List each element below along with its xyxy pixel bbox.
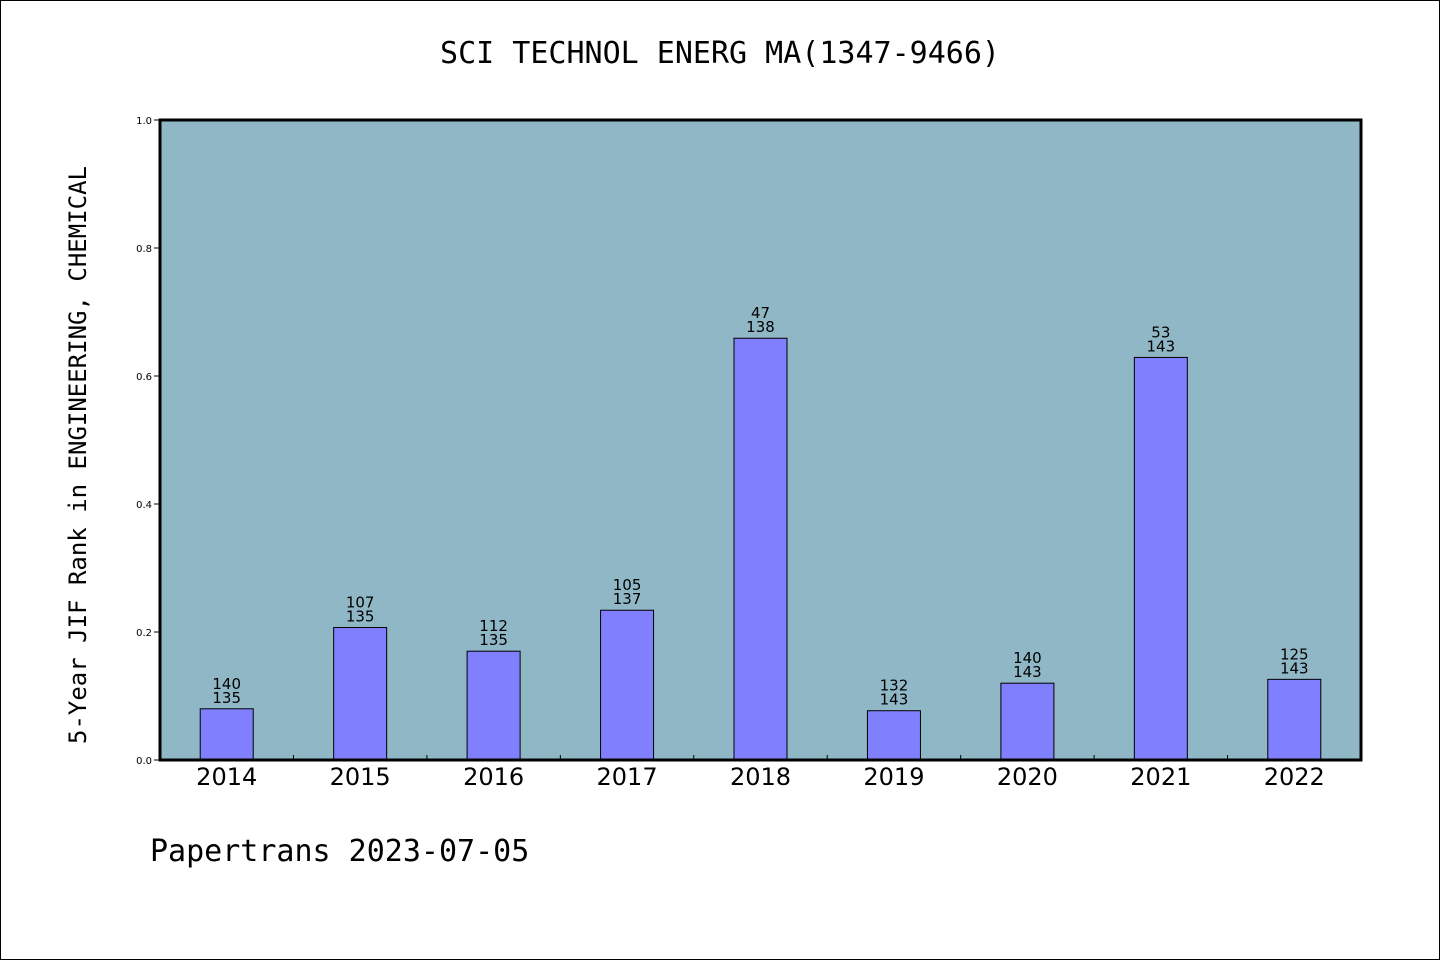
y-tick-label: 0.8 [136,244,152,255]
y-tick-label: 0.4 [136,500,152,511]
footer-credit: Papertrans 2023-07-05 [150,834,530,869]
x-tick-label: 2014 [196,763,257,791]
bar-label-bottom: 143 [880,691,909,709]
y-tick-label: 0.2 [136,628,152,639]
bar-2017 [600,609,655,761]
x-tick-label: 2019 [863,763,924,791]
y-tick-label: 1.0 [136,116,152,127]
bar-2015 [333,627,388,761]
y-tick-label: 0.0 [136,756,152,767]
bar-label-bottom: 143 [1013,663,1042,681]
bar-label-top: 47 [751,304,770,322]
x-tick-label: 2022 [1264,763,1325,791]
bar-label-bottom: 137 [613,590,642,608]
chart-title: SCI TECHNOL ENERG MA(1347-9466) [440,36,1000,71]
bar-2018 [733,337,788,761]
bar-label-bottom: 138 [746,318,775,336]
bar-label-bottom: 135 [212,689,241,707]
x-tick-label: 2017 [597,763,658,791]
bar-2022 [1267,678,1322,761]
x-tick-label: 2016 [463,763,524,791]
plot-border [158,118,1363,762]
bar-label-top: 125 [1280,645,1309,663]
bar-label-bottom: 135 [479,631,508,649]
bar-label-top: 132 [880,677,909,695]
bar-label-top: 105 [613,576,642,594]
bar-2016 [466,650,521,761]
bar-2014 [199,708,254,761]
bar-2021 [1133,356,1188,761]
bar-2019 [866,710,921,761]
bar-2020 [1000,682,1055,761]
bar-label-bottom: 135 [346,608,375,626]
bar-label-bottom: 143 [1147,337,1176,355]
x-tick-label: 2021 [1130,763,1191,791]
y-tick-label: 0.6 [136,372,152,383]
bar-label-top: 107 [346,594,375,612]
bar-label-top: 140 [1013,649,1042,667]
bar-label-top: 112 [479,617,508,635]
bar-label-bottom: 143 [1280,659,1309,677]
x-tick-label: 2018 [730,763,791,791]
x-tick-label: 2020 [997,763,1058,791]
bar-label-top: 140 [212,675,241,693]
x-tick-label: 2015 [330,763,391,791]
bar-label-top: 53 [1151,323,1170,341]
